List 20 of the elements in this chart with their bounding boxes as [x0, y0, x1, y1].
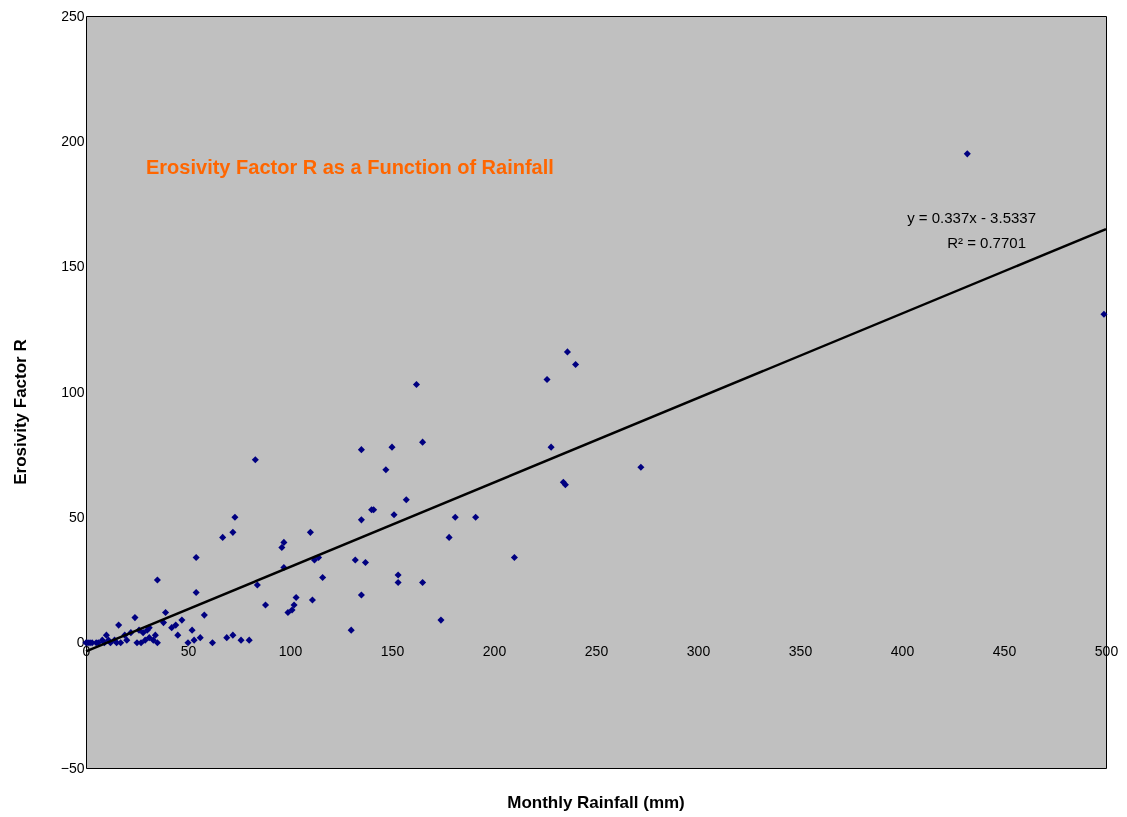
x-tick-label: 100	[278, 643, 303, 660]
y-tick-label: 200	[61, 132, 85, 149]
x-tick-label: 50	[180, 643, 197, 660]
x-tick-label: 200	[482, 643, 507, 660]
y-tick-label: −50	[60, 759, 85, 776]
x-axis-title: Monthly Rainfall (mm)	[507, 793, 685, 812]
y-tick-label: 50	[68, 508, 85, 525]
x-tick-label: 450	[992, 643, 1017, 660]
y-axis-title: Erosivity Factor R	[11, 339, 30, 485]
y-tick-label: 150	[61, 258, 85, 275]
annotation: y = 0.337x - 3.5337	[907, 209, 1036, 226]
x-tick-label: 400	[890, 643, 915, 660]
text: Erosivity Factor R as a Function of Rainfall	[146, 156, 554, 178]
y-tick-label: 250	[61, 7, 85, 24]
x-tick-label: 300	[686, 643, 711, 660]
x-tick-label: 350	[788, 643, 813, 660]
x-tick-label: 250	[584, 643, 609, 660]
x-tick-label: 150	[380, 643, 405, 660]
annotation: R² = 0.7701	[947, 234, 1026, 251]
y-tick-label: 100	[61, 383, 85, 400]
